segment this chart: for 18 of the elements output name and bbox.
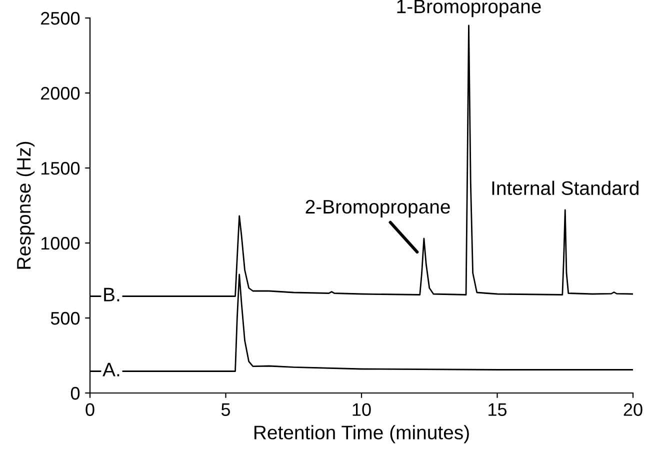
x-axis-title: Retention Time (minutes) [254, 425, 469, 444]
y-tick-label: 500 [50, 312, 80, 325]
y-tick-label: 2000 [41, 86, 80, 100]
series-label: B. [104, 288, 120, 302]
y-tick-label: 1000 [41, 236, 80, 250]
x-tick-label: 15 [488, 403, 507, 416]
y-axis-title: Response (Hz) [16, 142, 35, 269]
series-label: A. [102, 362, 120, 376]
x-tick-label: 0 [86, 403, 94, 416]
y-tick-label: 1500 [41, 162, 80, 175]
y-tick-label: 2500 [41, 12, 80, 25]
annotation: 1-Bromopropane [397, 0, 541, 18]
x-tick-label: 5 [221, 403, 230, 416]
x-tick-label: 10 [352, 403, 371, 416]
annotation: Internal Standard [492, 180, 638, 196]
x-tick-label: 20 [624, 403, 642, 416]
y-tick-label: 0 [70, 386, 80, 400]
annotation: 2-Bromopropane [306, 200, 450, 218]
